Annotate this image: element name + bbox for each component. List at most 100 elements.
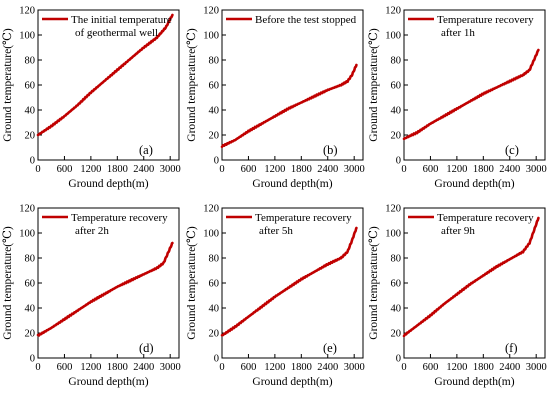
- x-tick-label: 600: [241, 362, 257, 373]
- y-axis-label: Ground temperature(℃): [2, 28, 14, 142]
- y-tick-label: 80: [209, 56, 220, 67]
- x-tick-label: 3000: [344, 164, 365, 175]
- x-axis-label: Ground depth(m): [252, 178, 332, 190]
- series-line: [36, 13, 174, 137]
- y-axis-label: Ground temperature(℃): [368, 226, 380, 340]
- y-tick-label: 20: [209, 131, 220, 142]
- y-tick-label: 120: [19, 204, 35, 215]
- y-tick-label: 100: [203, 31, 219, 42]
- y-tick-label: 80: [25, 254, 36, 265]
- panel-label: (b): [323, 143, 338, 157]
- x-tick-label: 0: [401, 362, 406, 373]
- x-tick-label: 1200: [80, 362, 101, 373]
- legend-text: Temperature recovery: [71, 212, 168, 224]
- series-line: [402, 48, 540, 141]
- legend-text: after 2h: [75, 225, 109, 237]
- y-tick-label: 20: [25, 329, 36, 340]
- y-tick-label: 60: [25, 279, 36, 290]
- y-tick-label: 0: [396, 156, 401, 167]
- y-tick-label: 0: [30, 156, 35, 167]
- x-tick-label: 1800: [107, 362, 128, 373]
- legend-text: after 1h: [441, 27, 475, 39]
- x-tick-label: 3000: [160, 362, 181, 373]
- x-axis-label: Ground depth(m): [68, 376, 148, 388]
- y-tick-label: 120: [203, 6, 219, 17]
- y-tick-label: 120: [385, 204, 401, 215]
- x-tick-label: 1800: [473, 362, 494, 373]
- x-tick-label: 0: [35, 164, 40, 175]
- series-line: [220, 226, 358, 337]
- x-tick-label: 2400: [499, 362, 520, 373]
- x-tick-label: 1800: [473, 164, 494, 175]
- y-axis-label: Ground temperature(℃): [186, 28, 198, 142]
- x-tick-label: 3000: [344, 362, 365, 373]
- y-tick-label: 80: [209, 254, 220, 265]
- legend-text: Temperature recovery: [437, 14, 534, 26]
- y-tick-label: 40: [209, 304, 220, 315]
- y-tick-label: 100: [385, 31, 401, 42]
- y-tick-label: 100: [385, 229, 401, 240]
- legend-text: after 5h: [259, 225, 293, 237]
- y-tick-label: 100: [19, 229, 35, 240]
- x-tick-label: 0: [35, 362, 40, 373]
- x-tick-label: 1200: [264, 362, 285, 373]
- x-tick-label: 600: [423, 164, 439, 175]
- y-axis-label: Ground temperature(℃): [186, 226, 198, 340]
- y-tick-label: 0: [30, 354, 35, 365]
- y-tick-label: 60: [25, 81, 36, 92]
- x-tick-label: 600: [57, 362, 73, 373]
- legend-text: Temperature recovery: [255, 212, 352, 224]
- y-tick-label: 60: [209, 279, 220, 290]
- legend-text: after 9h: [441, 225, 475, 237]
- y-tick-label: 40: [25, 304, 36, 315]
- y-tick-label: 80: [25, 56, 36, 67]
- series-line: [220, 63, 358, 149]
- x-tick-label: 1800: [107, 164, 128, 175]
- x-tick-label: 1200: [446, 164, 467, 175]
- x-tick-label: 600: [241, 164, 257, 175]
- x-tick-label: 2400: [133, 164, 154, 175]
- y-tick-label: 120: [19, 6, 35, 17]
- y-axis-label: Ground temperature(℃): [368, 28, 380, 142]
- y-tick-label: 20: [209, 329, 220, 340]
- y-tick-label: 120: [385, 6, 401, 17]
- y-tick-label: 20: [391, 131, 402, 142]
- x-tick-label: 2400: [499, 164, 520, 175]
- y-axis-label: Ground temperature(℃): [2, 226, 14, 340]
- y-tick-label: 100: [19, 31, 35, 42]
- x-tick-label: 1800: [291, 362, 312, 373]
- x-axis-label: Ground depth(m): [434, 178, 514, 190]
- y-tick-label: 80: [391, 56, 402, 67]
- series-line: [36, 241, 174, 337]
- x-tick-label: 3000: [160, 164, 181, 175]
- y-tick-label: 0: [396, 354, 401, 365]
- x-tick-label: 1200: [80, 164, 101, 175]
- legend-text: The initial temperature: [71, 14, 172, 26]
- x-tick-label: 3000: [526, 164, 547, 175]
- x-tick-label: 0: [401, 164, 406, 175]
- y-tick-label: 20: [391, 329, 402, 340]
- x-tick-label: 2400: [317, 362, 338, 373]
- panel-label: (d): [139, 341, 154, 355]
- y-tick-label: 60: [209, 81, 220, 92]
- x-tick-label: 3000: [526, 362, 547, 373]
- x-tick-label: 0: [219, 362, 224, 373]
- legend-text: Before the test stopped: [255, 14, 357, 26]
- y-tick-label: 40: [209, 106, 220, 117]
- x-tick-label: 2400: [133, 362, 154, 373]
- y-tick-label: 40: [25, 106, 36, 117]
- panel-label: (c): [505, 143, 519, 157]
- x-tick-label: 2400: [317, 164, 338, 175]
- y-tick-label: 60: [391, 81, 402, 92]
- y-tick-label: 120: [203, 204, 219, 215]
- y-tick-label: 100: [203, 229, 219, 240]
- panel-label: (a): [139, 143, 153, 157]
- panel-label: (f): [505, 341, 518, 355]
- x-tick-label: 1200: [264, 164, 285, 175]
